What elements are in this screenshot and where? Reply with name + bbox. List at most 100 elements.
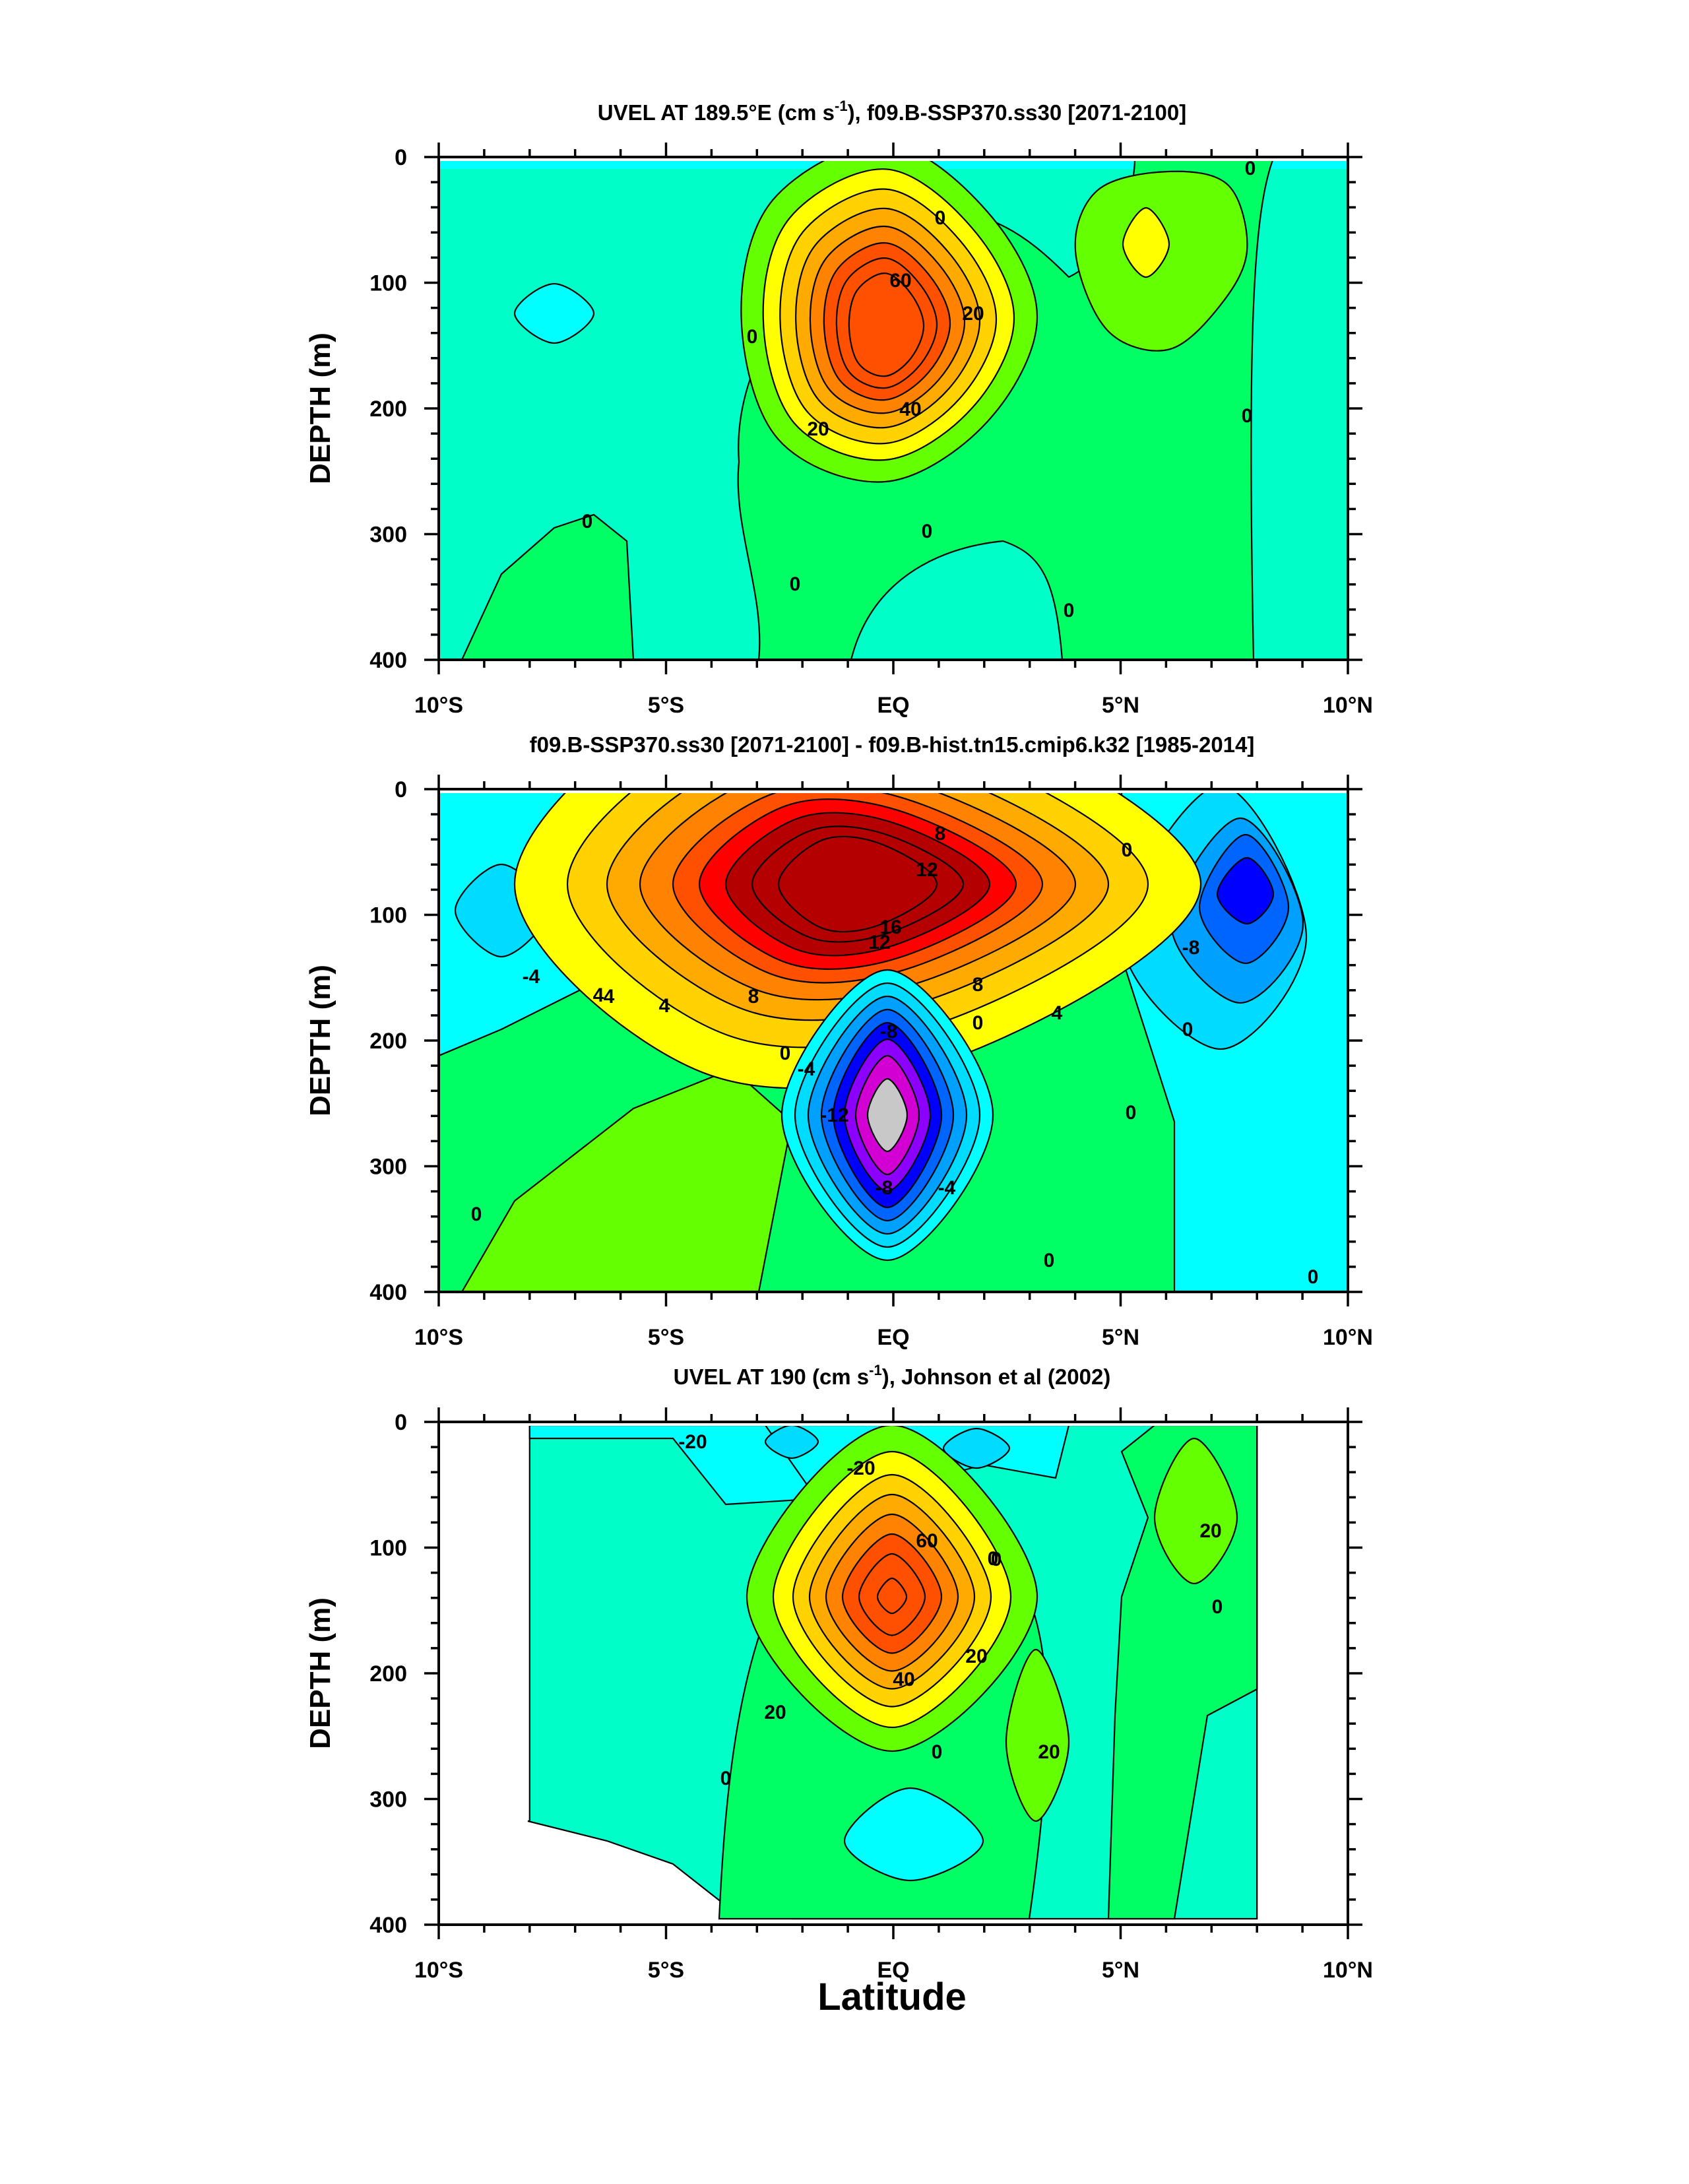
x-tick-label: 5°N — [1102, 693, 1139, 718]
contour-label: 20 — [965, 1646, 987, 1667]
contour-label: 0 — [1308, 1266, 1319, 1288]
y-tick-label: 200 — [369, 1029, 407, 1054]
x-tick-label: EQ — [877, 693, 909, 718]
y-tick-label: 300 — [369, 1155, 407, 1180]
contour-label: 20 — [764, 1702, 786, 1723]
contour-label: 0 — [972, 1012, 984, 1034]
contour-fill-deep — [843, 1787, 984, 1882]
contour-label: 0 — [790, 573, 801, 595]
contour-label: -20 — [678, 1431, 707, 1453]
y-tick-label: 200 — [369, 1661, 407, 1686]
contour-label: 0 — [1212, 1596, 1223, 1618]
contour-label: 20 — [1038, 1741, 1060, 1763]
y-tick-label: 0 — [395, 1410, 407, 1435]
contour-fill-sec-core — [764, 1426, 819, 1460]
contour-fill-sec-core-2 — [942, 1427, 1011, 1469]
contour-field — [527, 1426, 1258, 1920]
contour-label: -4 — [523, 966, 540, 988]
contour-label: -4 — [798, 1058, 815, 1080]
x-tick-label: 10°S — [414, 1325, 463, 1350]
contour-fill-euc-7 — [848, 273, 925, 377]
contour-label: 0 — [582, 511, 593, 532]
panel-2: 10°S 5°S EQ 5°N 10°N 0 100 200 300 4 0 0 DEPTH (m) f0… — [304, 732, 1373, 1350]
x-tick-label: EQ — [877, 1325, 909, 1350]
y-tick-label: 200 — [369, 397, 407, 422]
x-tick-label: 5°S — [648, 1325, 684, 1350]
y-tick-label: 0 — [395, 777, 407, 802]
contour-label: 4 — [659, 995, 670, 1017]
contour-label: 0 — [932, 1741, 943, 1763]
contour-label: -12 — [820, 1105, 848, 1126]
contour-label: 4 — [1052, 1002, 1063, 1024]
contour-label: -4 — [938, 1177, 956, 1199]
x-tick-label: 10°S — [414, 693, 463, 718]
y-tick-label: 100 — [369, 1536, 407, 1561]
contour-label: 0 — [922, 521, 933, 542]
y-axis-label: DEPTH (m) — [304, 1597, 336, 1749]
contour-label: 60 — [916, 1530, 938, 1552]
contour-label: 12 — [868, 932, 890, 953]
contour-label: -8 — [1182, 937, 1200, 959]
contour-label: 60 — [889, 270, 911, 292]
contour-label: -8 — [880, 1021, 898, 1043]
contour-label: 40 — [893, 1669, 914, 1690]
contour-fill-necc-core — [1153, 1437, 1238, 1585]
y-tick-label: 100 — [369, 903, 407, 928]
contour-fill-euc-core-7 — [876, 1577, 908, 1615]
x-tick-label: 5°N — [1102, 1958, 1139, 1983]
contour-labels: 0 0 0 60 20 20 40 0 0 0 0 0 — [582, 158, 1256, 622]
contour-label: 0 — [471, 1204, 482, 1225]
x-tick-label: 10°S — [414, 1958, 463, 1983]
contour-label: 40 — [899, 399, 921, 420]
y-axis-label: DEPTH (m) — [304, 333, 336, 484]
contour-fill-east-neg-5 — [1216, 856, 1275, 925]
contour-label: -20 — [846, 1458, 875, 1479]
contour-fill-neg-7 — [866, 1077, 908, 1153]
contour-label: 16 — [879, 916, 901, 938]
contour-label: 4 — [604, 986, 615, 1008]
contour-label: 0 — [747, 326, 758, 348]
contour-label: 0 — [1126, 1102, 1137, 1124]
x-tick-label: 5°N — [1102, 1325, 1139, 1350]
contour-label: 0 — [991, 1549, 1002, 1570]
axes: 10°S 5°S EQ 5°N 10°N 0 100 200 300 4 0 0 — [369, 775, 1373, 1350]
contour-field — [439, 793, 1348, 1292]
y-axis-label: DEPTH (m) — [304, 965, 336, 1116]
contour-label: 4 — [593, 984, 604, 1006]
x-tick-label: 10°N — [1323, 693, 1373, 718]
panel-title: UVEL AT 190 (cm s-1), Johnson et al (200… — [674, 1362, 1111, 1389]
contour-label: 20 — [1199, 1520, 1221, 1542]
x-tick-label: EQ — [877, 1958, 909, 1983]
contour-label: 0 — [1182, 1019, 1194, 1041]
x-tick-label: 10°N — [1323, 1325, 1373, 1350]
y-tick-label: 300 — [369, 523, 407, 548]
contour-fill-south-west — [513, 282, 595, 344]
x-tick-label: 5°S — [648, 693, 684, 718]
contour-fill-low-south — [461, 513, 635, 660]
contour-field — [439, 161, 1348, 660]
contour-label: 8 — [972, 974, 984, 996]
contour-label: 0 — [720, 1768, 732, 1789]
contour-label: 0 — [1122, 839, 1133, 861]
contour-label: 0 — [1245, 158, 1256, 179]
contour-label: 12 — [916, 859, 938, 881]
panel-title: f09.B-SSP370.ss30 [2071-2100] - f09.B-hi… — [530, 732, 1255, 757]
y-tick-label: 400 — [369, 1913, 407, 1938]
contour-label: 0 — [988, 1548, 999, 1570]
contour-label: 8 — [748, 986, 759, 1008]
contour-label: 20 — [962, 303, 984, 325]
contour-label: 20 — [807, 418, 829, 440]
contour-label: -8 — [876, 1177, 893, 1199]
y-tick-label: 300 — [369, 1787, 407, 1813]
contour-label: 8 — [935, 823, 946, 845]
contour-label: 0 — [1064, 600, 1075, 622]
contour-label: 0 — [1044, 1250, 1055, 1271]
x-tick-label: 10°N — [1323, 1958, 1373, 1983]
contour-label: 0 — [1242, 405, 1253, 427]
